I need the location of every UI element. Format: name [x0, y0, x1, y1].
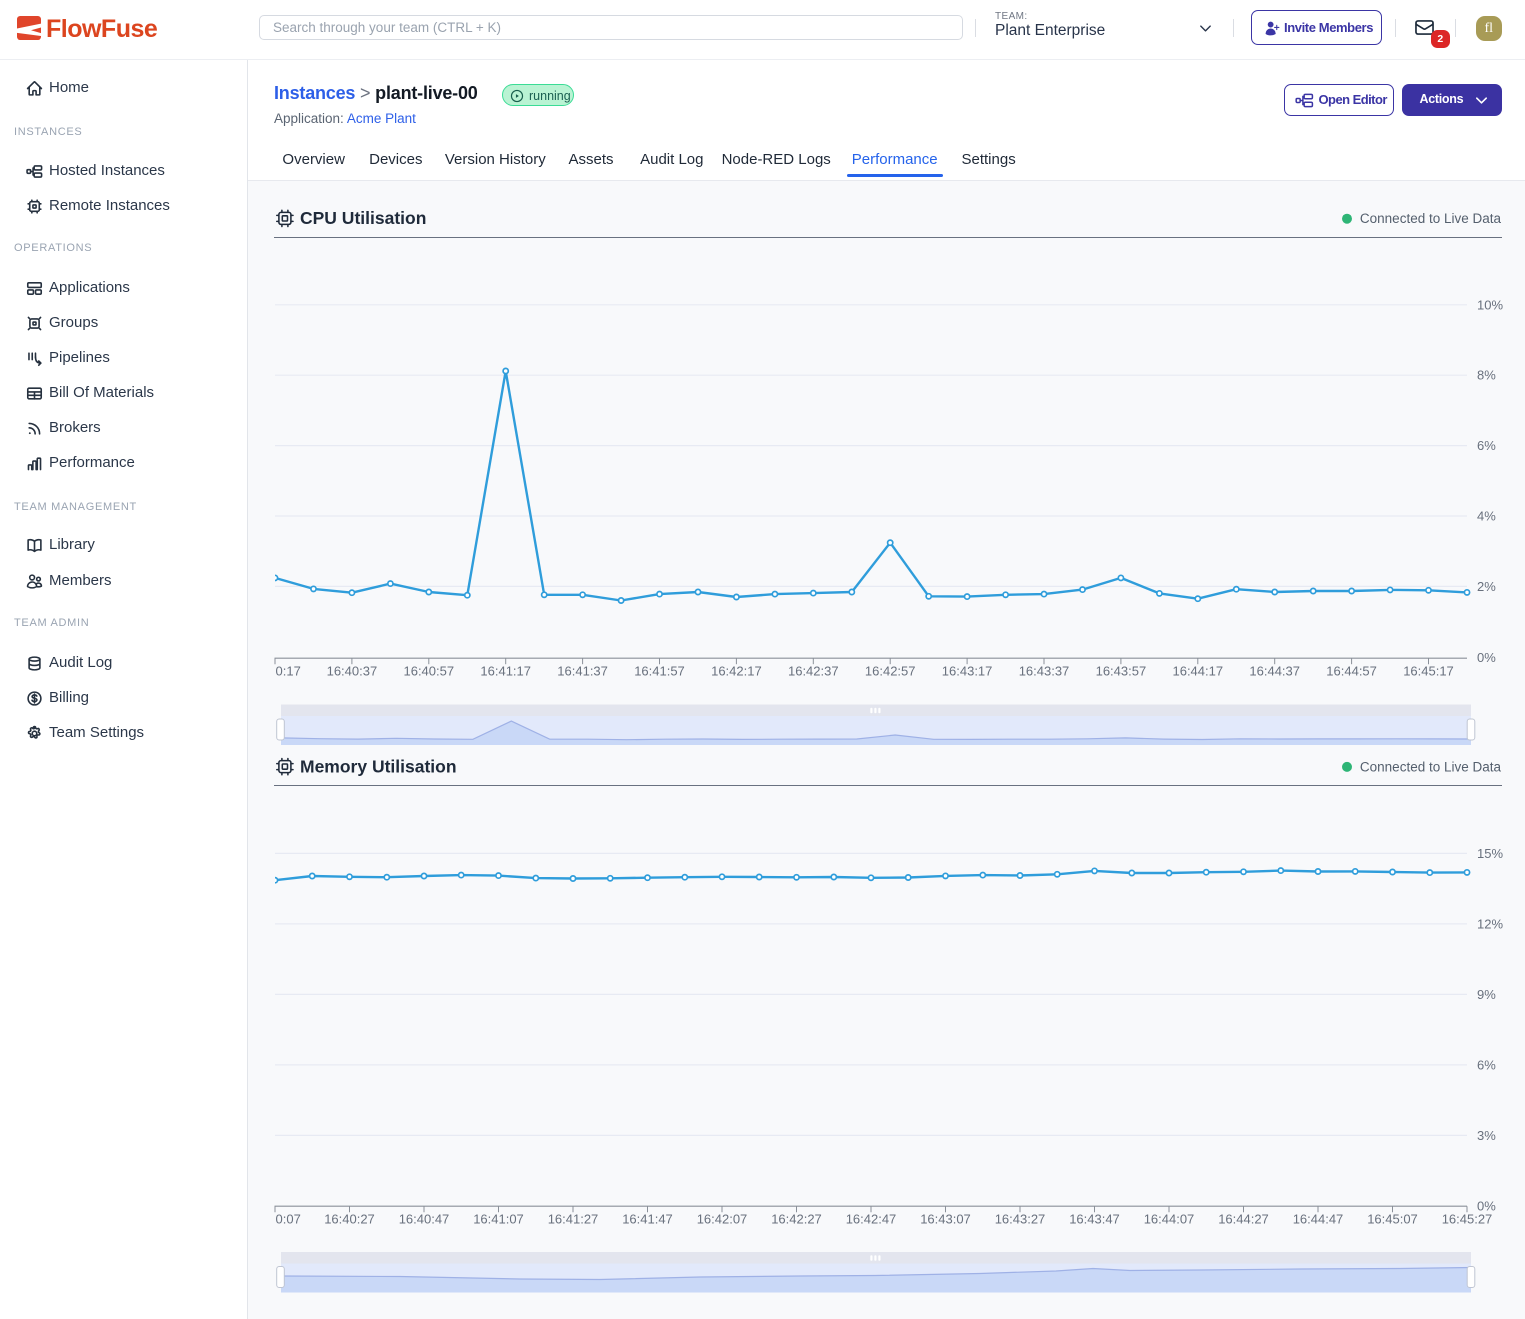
svg-text:16:44:37: 16:44:37 — [1249, 664, 1300, 679]
svg-text:16:42:27: 16:42:27 — [771, 1212, 822, 1227]
svg-text:Connected to Live Data: Connected to Live Data — [1360, 759, 1502, 774]
svg-text:Connected to Live Data: Connected to Live Data — [1360, 211, 1502, 226]
svg-text:4%: 4% — [1477, 509, 1496, 524]
svg-text:16:40:47: 16:40:47 — [399, 1212, 450, 1227]
svg-text:CPU Utilisation: CPU Utilisation — [300, 208, 426, 228]
svg-text:9%: 9% — [1477, 987, 1496, 1002]
svg-text:6%: 6% — [1477, 1057, 1496, 1072]
svg-text:16:42:57: 16:42:57 — [865, 664, 916, 679]
svg-text:16:45:07: 16:45:07 — [1367, 1212, 1418, 1227]
svg-text:16:41:07: 16:41:07 — [473, 1212, 524, 1227]
svg-text:16:42:07: 16:42:07 — [697, 1212, 748, 1227]
svg-text:16:43:17: 16:43:17 — [942, 664, 993, 679]
svg-text:16:41:57: 16:41:57 — [634, 664, 685, 679]
svg-text:16:45:27: 16:45:27 — [1442, 1212, 1493, 1227]
svg-text:16:44:27: 16:44:27 — [1218, 1212, 1269, 1227]
svg-text:12%: 12% — [1477, 916, 1503, 931]
svg-text:15%: 15% — [1477, 846, 1503, 861]
svg-text:2%: 2% — [1477, 579, 1496, 594]
svg-text:0%: 0% — [1477, 650, 1496, 665]
svg-text:16:41:17: 16:41:17 — [480, 664, 531, 679]
svg-text:16:42:47: 16:42:47 — [846, 1212, 897, 1227]
svg-text:16:44:57: 16:44:57 — [1326, 664, 1377, 679]
svg-text:16:43:07: 16:43:07 — [920, 1212, 971, 1227]
svg-text:16:40:37: 16:40:37 — [327, 664, 378, 679]
svg-text:16:40:27: 16:40:27 — [324, 1212, 375, 1227]
svg-text:8%: 8% — [1477, 368, 1496, 383]
svg-text:16:44:17: 16:44:17 — [1172, 664, 1223, 679]
svg-text:16:41:37: 16:41:37 — [557, 664, 608, 679]
svg-text:0:07: 0:07 — [276, 1212, 301, 1227]
svg-text:16:43:47: 16:43:47 — [1069, 1212, 1120, 1227]
svg-text:10%: 10% — [1477, 297, 1503, 312]
svg-text:16:42:37: 16:42:37 — [788, 664, 839, 679]
svg-text:16:43:37: 16:43:37 — [1019, 664, 1070, 679]
svg-text:16:43:57: 16:43:57 — [1096, 664, 1147, 679]
svg-text:0%: 0% — [1477, 1198, 1496, 1213]
svg-text:16:41:47: 16:41:47 — [622, 1212, 673, 1227]
svg-text:6%: 6% — [1477, 438, 1496, 453]
svg-text:16:40:57: 16:40:57 — [403, 664, 454, 679]
svg-text:16:42:17: 16:42:17 — [711, 664, 762, 679]
svg-text:16:45:17: 16:45:17 — [1403, 664, 1454, 679]
svg-text:16:44:07: 16:44:07 — [1144, 1212, 1195, 1227]
svg-text:16:41:27: 16:41:27 — [548, 1212, 599, 1227]
svg-text:Memory Utilisation: Memory Utilisation — [300, 756, 457, 776]
svg-text:3%: 3% — [1477, 1128, 1496, 1143]
svg-text:16:43:27: 16:43:27 — [995, 1212, 1046, 1227]
svg-text:16:44:47: 16:44:47 — [1293, 1212, 1344, 1227]
svg-text:0:17: 0:17 — [276, 664, 301, 679]
